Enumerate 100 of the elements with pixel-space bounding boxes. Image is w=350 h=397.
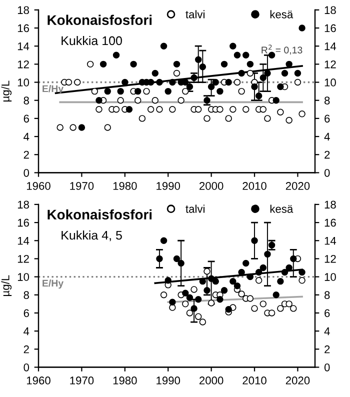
- x-tick-label: 1960: [26, 182, 50, 190]
- legend-label: kesä: [270, 10, 294, 18]
- point: [242, 52, 250, 59]
- point: [182, 78, 189, 86]
- y-tick-label: 2: [24, 345, 29, 354]
- x-tick-label: 2020: [286, 376, 310, 384]
- y-tick-label: 12: [18, 254, 29, 263]
- point: [117, 88, 124, 95]
- x-tick-label: 1970: [70, 376, 94, 384]
- x-tick-label: 1960: [26, 376, 50, 384]
- point: [169, 78, 176, 86]
- point: [169, 304, 176, 311]
- point: [186, 294, 194, 301]
- y-tick-label: 6: [24, 309, 29, 318]
- y2-tick-label: 4: [324, 327, 330, 336]
- point: [251, 237, 258, 244]
- point: [298, 268, 306, 276]
- point: [212, 278, 219, 285]
- x-tick-label: 1990: [156, 376, 180, 384]
- point: [134, 96, 142, 104]
- y-tick-label: 16: [18, 24, 29, 32]
- point: [199, 64, 206, 70]
- point: [56, 124, 64, 131]
- point: [251, 83, 258, 90]
- y-tick-label: 10: [18, 78, 30, 86]
- legend-label: kesä: [270, 204, 294, 213]
- y2-tick-label: 14: [324, 237, 336, 245]
- ref-line-label: E/Hy: [42, 280, 64, 289]
- y-tick-label: 10: [18, 273, 30, 281]
- point: [234, 282, 241, 290]
- point: [272, 292, 280, 298]
- point: [260, 264, 267, 272]
- point: [260, 74, 267, 82]
- point: [104, 124, 111, 131]
- point: [160, 237, 168, 244]
- point: [290, 305, 297, 312]
- point: [264, 70, 271, 77]
- point: [220, 286, 228, 294]
- point: [186, 310, 194, 316]
- point: [178, 260, 184, 267]
- point: [138, 115, 146, 122]
- point: [156, 255, 163, 262]
- point: [277, 305, 284, 312]
- y-tick-label: 6: [24, 114, 29, 123]
- point: [122, 78, 128, 86]
- point: [112, 106, 120, 113]
- y-tick-label: 0: [24, 168, 30, 177]
- y-tick-label: 12: [18, 60, 29, 68]
- point: [230, 278, 236, 285]
- y-axis-title: µg/L: [1, 275, 12, 296]
- point: [156, 78, 163, 86]
- point: [277, 278, 284, 285]
- x-tick-label: 2000: [200, 182, 224, 190]
- y2-tick-label: 10: [324, 273, 336, 281]
- point: [260, 106, 267, 113]
- point: [242, 260, 250, 267]
- point: [117, 96, 124, 104]
- y2-tick-label: 6: [324, 309, 330, 318]
- point: [246, 295, 254, 302]
- point: [78, 124, 86, 131]
- x-tick-label: 2000: [200, 376, 224, 384]
- point: [281, 268, 288, 276]
- y-tick-label: 0: [24, 363, 30, 372]
- point: [281, 70, 288, 77]
- point: [152, 96, 159, 104]
- point: [194, 56, 202, 64]
- point: [246, 60, 254, 68]
- point: [286, 300, 292, 308]
- point: [234, 52, 241, 59]
- point: [298, 277, 306, 284]
- point: [225, 115, 232, 122]
- chart-title: Kokonaisfosfori: [48, 209, 152, 220]
- point: [268, 310, 276, 316]
- point: [204, 286, 210, 294]
- y-tick-label: 18: [18, 6, 29, 14]
- point: [230, 42, 236, 50]
- point: [74, 78, 81, 86]
- y2-tick-label: 6: [324, 114, 330, 123]
- point: [242, 106, 250, 113]
- legend-label: talvi: [186, 204, 204, 213]
- point: [246, 273, 254, 280]
- point: [277, 83, 284, 90]
- point: [208, 300, 215, 306]
- point: [230, 106, 236, 113]
- x-tick-label: 1980: [113, 376, 137, 384]
- y2-tick-label: 16: [324, 24, 336, 32]
- point: [147, 106, 154, 113]
- point: [134, 88, 142, 95]
- point: [251, 305, 258, 312]
- y-tick-label: 4: [24, 132, 30, 141]
- point: [268, 52, 276, 59]
- point: [216, 106, 224, 113]
- y2-tick-label: 12: [324, 60, 336, 68]
- point: [194, 106, 202, 113]
- y2-tick-label: 12: [324, 254, 336, 263]
- point: [294, 70, 302, 77]
- y2-tick-label: 4: [324, 132, 330, 141]
- point: [190, 305, 198, 312]
- point: [212, 78, 219, 86]
- y-tick-label: 2: [24, 150, 29, 159]
